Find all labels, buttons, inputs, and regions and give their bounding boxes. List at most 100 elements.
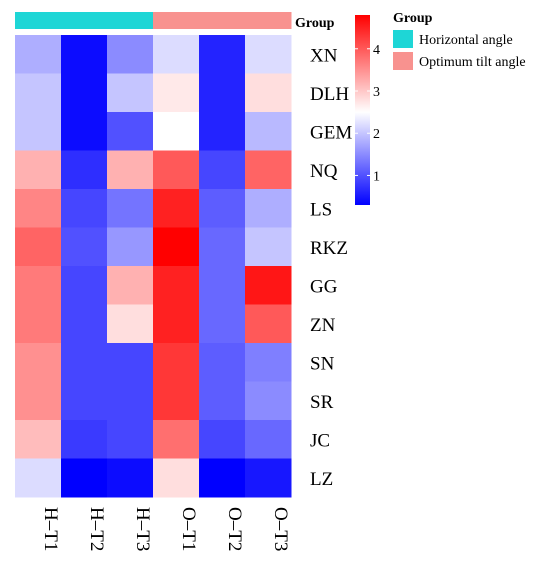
group-annotation-header: Group: [295, 16, 335, 31]
heatmap-cell: [199, 381, 246, 421]
group-annotation-bar: [15, 12, 292, 29]
row-label: NQ: [310, 161, 338, 182]
heatmap-cell: [107, 73, 154, 113]
heatmap-cell: [245, 304, 292, 344]
heatmap-cell: [15, 73, 62, 113]
heatmap-cell: [107, 189, 154, 228]
heatmap-cell: [61, 73, 108, 113]
row-label: GEM: [310, 122, 352, 143]
heatmap-cell: [15, 343, 62, 382]
heatmap-cell: [61, 150, 108, 190]
group-bar-cell: [107, 12, 154, 29]
heatmap-cell: [15, 266, 62, 305]
heatmap-cell: [245, 35, 292, 74]
row-label: LZ: [310, 469, 333, 490]
group-bar-cell: [61, 12, 108, 29]
heatmap-cell: [61, 112, 108, 151]
color-scale-gradient: [355, 15, 370, 205]
heatmap-cell: [15, 381, 62, 421]
heatmap-cell: [61, 266, 108, 305]
row-label: DLH: [310, 84, 349, 105]
heatmap-cell: [245, 381, 292, 421]
heatmap-cell: [107, 420, 154, 459]
heatmap-cell: [245, 150, 292, 190]
heatmap-cell: [107, 150, 154, 190]
heatmap-cell: [245, 343, 292, 382]
heatmap-cell: [245, 189, 292, 228]
heatmap-cell: [15, 35, 62, 74]
group-bar-cell: [199, 12, 246, 29]
heatmap-cell: [153, 381, 200, 421]
group-bar-cell: [245, 12, 292, 29]
heatmap-cell: [107, 304, 154, 344]
heatmap-cell: [153, 227, 200, 267]
heatmap-cell: [153, 112, 200, 151]
heatmap-cell: [199, 73, 246, 113]
column-label: O–T2: [224, 507, 245, 551]
heatmap-cell: [153, 420, 200, 459]
legend-label: Horizontal angle: [419, 33, 513, 48]
column-label: O–T3: [270, 507, 291, 551]
heatmap-cell: [199, 112, 246, 151]
heatmap-cell: [245, 420, 292, 459]
row-label: GG: [310, 276, 338, 297]
heatmap-cell: [199, 35, 246, 74]
heatmap-cell: [245, 73, 292, 113]
heatmap-cell: [153, 304, 200, 344]
heatmap-cell: [61, 189, 108, 228]
group-legend: Group Horizontal angle Optimum tilt angle: [393, 11, 526, 70]
heatmap-cell: [245, 112, 292, 151]
color-scale-tick-label: 3: [373, 85, 380, 100]
heatmap-cell: [199, 343, 246, 382]
heatmap-cell: [107, 112, 154, 151]
row-label: ZN: [310, 315, 336, 336]
row-labels: XN DLH GEM NQ LS RKZ GG ZN SN SR JC LZ: [310, 45, 352, 490]
legend-label: Optimum tilt angle: [419, 55, 526, 70]
heatmap-cell: [153, 343, 200, 382]
heatmap-cell: [107, 381, 154, 421]
heatmap-cell: [199, 458, 246, 498]
heatmap-cell: [153, 266, 200, 305]
row-label: SN: [310, 353, 335, 374]
heatmap-cell: [15, 458, 62, 498]
row-label: XN: [310, 45, 338, 66]
heatmap-cell: [15, 227, 62, 267]
group-bar-cell: [15, 12, 62, 29]
heatmap-cell: [153, 458, 200, 498]
heatmap-cell: [199, 420, 246, 459]
row-label: LS: [310, 199, 332, 220]
heatmap-cell: [61, 381, 108, 421]
heatmap-cell: [245, 458, 292, 498]
column-label: H–T3: [132, 507, 153, 551]
color-scale-bar: 1 2 3 4: [355, 15, 380, 205]
heatmap-cell: [153, 150, 200, 190]
heatmap-cell: [107, 343, 154, 382]
group-bar-cell: [153, 12, 200, 29]
heatmap-cell: [199, 150, 246, 190]
heatmap-cell: [199, 304, 246, 344]
heatmap-cell: [61, 35, 108, 74]
heatmap-cell: [153, 73, 200, 113]
heatmap-cell: [199, 189, 246, 228]
heatmap-cell: [61, 420, 108, 459]
column-labels: H–T1 H–T2 H–T3 O–T1 O–T2 O–T3: [40, 507, 291, 551]
color-scale-tick-label: 4: [373, 43, 380, 58]
row-label: JC: [310, 430, 330, 451]
heatmap-cell: [107, 458, 154, 498]
color-scale-tick-label: 2: [373, 127, 380, 142]
heatmap-cell: [107, 35, 154, 74]
heatmap-cell: [15, 304, 62, 344]
row-label: RKZ: [310, 238, 348, 259]
heatmap-cells: [15, 35, 292, 498]
legend-title: Group: [393, 11, 433, 26]
heatmap-cell: [199, 266, 246, 305]
column-label: O–T1: [178, 507, 199, 551]
heatmap-cell: [61, 458, 108, 498]
heatmap-cell: [245, 227, 292, 267]
heatmap-cell: [15, 420, 62, 459]
heatmap-cell: [245, 266, 292, 305]
heatmap-cell: [61, 343, 108, 382]
heatmap-cell: [107, 266, 154, 305]
color-scale-tick-label: 1: [373, 169, 380, 184]
